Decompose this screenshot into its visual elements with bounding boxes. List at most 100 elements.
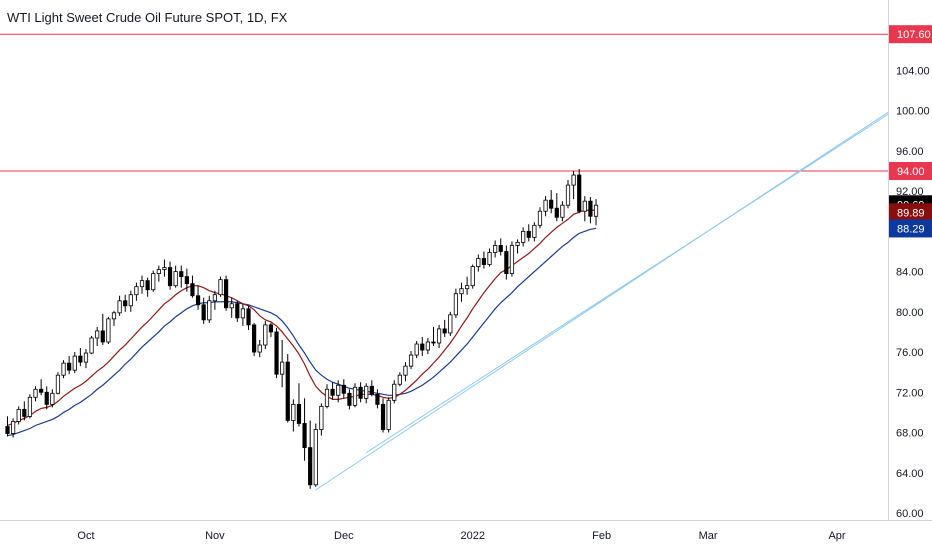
candle-body	[537, 210, 543, 226]
candle-body	[403, 365, 408, 376]
candle	[134, 282, 139, 301]
candle-body	[549, 199, 554, 209]
candle-body	[33, 388, 38, 398]
moving-average-slow	[7, 227, 597, 437]
candle-body	[397, 374, 402, 385]
candle-body	[145, 280, 150, 291]
level-badge-label: 107.60	[897, 29, 931, 41]
candle-body	[532, 224, 537, 238]
candle-body	[330, 388, 335, 396]
candle	[336, 380, 341, 403]
candle	[72, 352, 77, 374]
candle-body	[476, 258, 481, 267]
candle	[431, 326, 436, 347]
level-badge-label: 94.00	[897, 166, 925, 178]
candle-body	[252, 324, 257, 353]
candle-body	[184, 276, 189, 285]
candle-body	[515, 242, 520, 246]
candle	[504, 245, 509, 280]
price-tick-label: 104.00	[896, 65, 930, 77]
candle	[498, 238, 503, 256]
candle	[151, 270, 156, 292]
candle	[526, 224, 531, 242]
candle	[207, 295, 212, 323]
candle-body	[352, 386, 358, 406]
candle	[308, 420, 313, 489]
level-badge-box	[889, 25, 932, 44]
candle-body	[5, 426, 10, 434]
candle	[123, 294, 128, 312]
candle	[240, 303, 246, 326]
candle-body	[39, 388, 44, 393]
candle	[274, 327, 279, 379]
candle	[375, 389, 380, 409]
candle	[173, 265, 178, 288]
candle	[263, 320, 268, 350]
candle	[577, 168, 582, 214]
candle	[549, 190, 554, 214]
candle-body	[22, 408, 27, 417]
candle-body	[111, 312, 117, 320]
candle	[380, 398, 386, 433]
candle	[145, 277, 150, 297]
candle-body	[156, 269, 161, 275]
candle	[403, 362, 408, 382]
candle	[448, 311, 453, 336]
price-tick-label: 76.00	[896, 347, 924, 359]
ma_slow-badge-box	[889, 219, 932, 238]
candle-body	[78, 355, 83, 363]
candle-body	[588, 200, 593, 217]
candle-body	[179, 271, 184, 278]
candle	[352, 383, 358, 408]
candle-body	[593, 204, 599, 217]
candle-body	[470, 266, 475, 287]
candle	[588, 197, 593, 224]
candle	[55, 372, 61, 395]
candle-body	[207, 300, 212, 321]
candle	[571, 171, 576, 200]
candle	[408, 351, 414, 370]
candle-body	[386, 399, 391, 430]
candle	[50, 389, 55, 408]
candle-body	[212, 294, 217, 302]
candle-body	[61, 362, 66, 376]
candle-body	[369, 385, 374, 395]
candle-body	[257, 344, 262, 353]
candle	[257, 339, 262, 358]
candle-body	[246, 308, 251, 326]
candle	[565, 180, 571, 209]
candle-body	[218, 279, 223, 296]
candle	[235, 300, 240, 322]
candle	[106, 316, 111, 345]
candle-body	[565, 184, 571, 206]
level-badge: 94.00	[889, 162, 932, 180]
candle-body	[139, 280, 145, 288]
candle	[593, 199, 599, 226]
candle-body	[223, 279, 229, 309]
chart-title: WTI Light Sweet Crude Oil Future SPOT, 1…	[7, 10, 288, 25]
candle	[532, 222, 537, 242]
candle	[44, 386, 49, 410]
candle	[195, 285, 201, 310]
candle	[554, 193, 559, 222]
candle	[582, 196, 587, 222]
candle	[95, 326, 100, 347]
candle-body	[408, 354, 414, 367]
candle-body	[560, 204, 565, 218]
price-tick-label: 96.00	[896, 146, 924, 158]
candle	[560, 201, 565, 222]
candle	[61, 360, 66, 379]
candle-body	[448, 314, 453, 334]
candle-body	[195, 295, 201, 306]
candle-body	[364, 385, 369, 399]
candle	[420, 336, 425, 357]
candle-body	[190, 283, 195, 297]
candle	[476, 254, 481, 272]
candle	[128, 290, 133, 312]
candle	[291, 399, 296, 432]
candle	[442, 319, 447, 337]
candle-body	[521, 230, 526, 243]
candle-body	[16, 408, 21, 422]
